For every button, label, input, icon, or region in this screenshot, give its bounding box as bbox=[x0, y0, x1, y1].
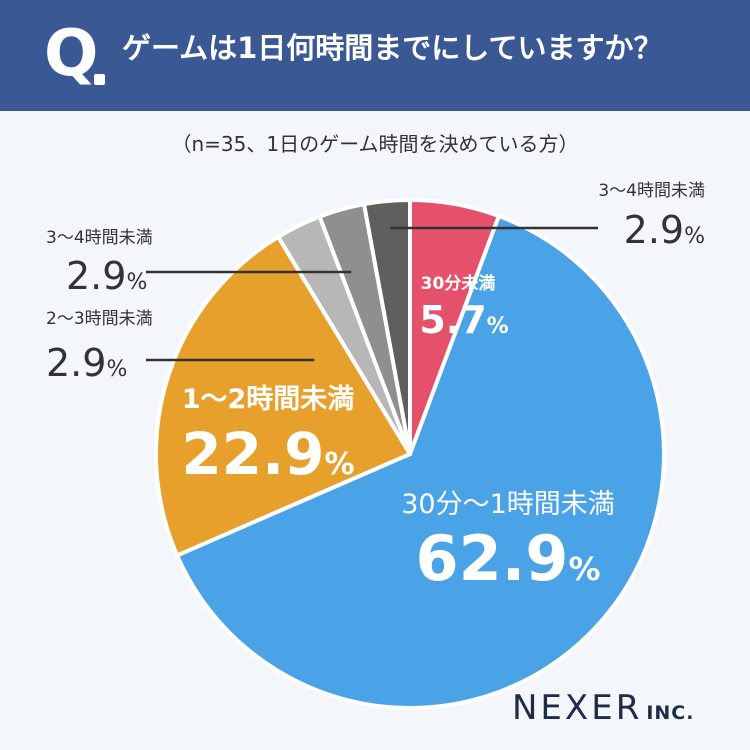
slice-value-1-number: 62.9 bbox=[415, 522, 568, 595]
pie-slice-1 bbox=[175, 214, 666, 710]
slice-value-5-unit: % bbox=[684, 224, 705, 249]
slice-value-0-unit: % bbox=[487, 314, 509, 339]
question-title: ゲームは1日何時間までにしていますか？ bbox=[122, 31, 663, 65]
slice-value-5: 2.9% bbox=[624, 208, 705, 252]
slice-label-5: 3〜4時間未満 bbox=[598, 181, 705, 201]
logo-suffix: INC. bbox=[646, 702, 695, 724]
slice-label-0: 30分未満 bbox=[421, 273, 496, 294]
logo-name: NEXER bbox=[512, 688, 643, 728]
q-letter: Q bbox=[44, 17, 99, 91]
slice-label-2: 1〜2時間未満 bbox=[182, 384, 355, 415]
slice-value-4-number: 2.9 bbox=[66, 254, 126, 298]
nexer-logo: NEXER INC. bbox=[512, 688, 694, 728]
slice-label-3: 2〜3時間未満 bbox=[46, 309, 153, 329]
pie-slice-2 bbox=[154, 234, 412, 558]
slice-value-1-unit: % bbox=[568, 550, 600, 588]
slice-value-1: 62.9% bbox=[415, 522, 600, 595]
slice-value-3-number: 2.9 bbox=[46, 341, 106, 385]
slice-label-4: 3〜4時間未満 bbox=[46, 228, 153, 248]
slice-value-2: 22.9% bbox=[181, 420, 354, 488]
slice-value-5-number: 2.9 bbox=[624, 208, 684, 252]
slice-value-4-unit: % bbox=[126, 270, 147, 295]
question-banner: Q ゲームは1日何時間までにしていますか？ bbox=[0, 0, 750, 111]
slice-value-3: 2.9% bbox=[46, 341, 127, 385]
q-dot-mark bbox=[94, 74, 105, 85]
slice-value-4: 2.9% bbox=[66, 254, 147, 298]
slice-value-0: 5.7% bbox=[419, 298, 508, 342]
sample-note: （n=35、1日のゲーム時間を決めている方） bbox=[171, 132, 579, 156]
slice-value-2-number: 22.9 bbox=[181, 420, 324, 488]
pie-slice-5 bbox=[362, 198, 412, 456]
slice-value-0-number: 5.7 bbox=[419, 298, 486, 342]
slice-value-2-unit: % bbox=[325, 447, 355, 482]
slice-value-3-unit: % bbox=[106, 357, 127, 382]
slice-label-1: 30分〜1時間未満 bbox=[401, 489, 615, 520]
